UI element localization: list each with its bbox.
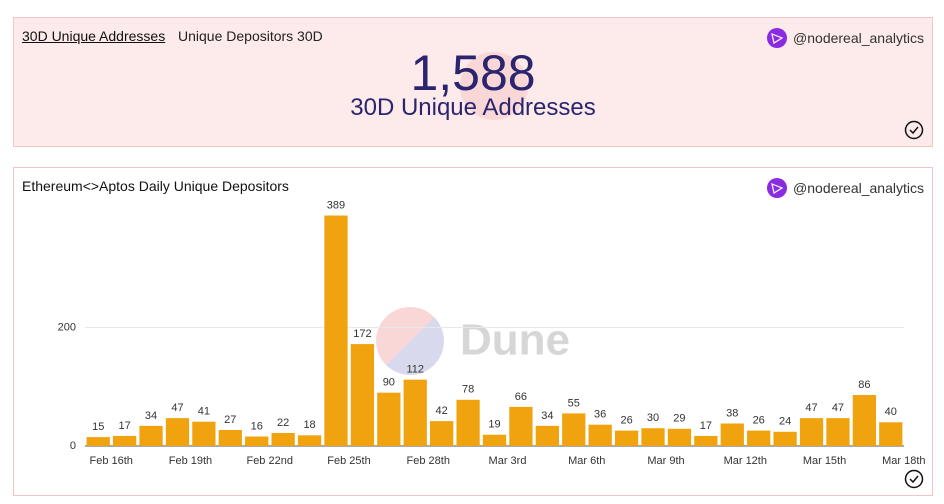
bar xyxy=(377,392,401,446)
x-tick-label: Mar 6th xyxy=(568,455,605,467)
author-name: @nodereal_analytics xyxy=(793,180,924,196)
bar xyxy=(614,430,639,446)
data-label: 40 xyxy=(885,406,897,418)
author-name: @nodereal_analytics xyxy=(793,30,924,46)
bar xyxy=(588,424,612,446)
data-label: 42 xyxy=(436,405,448,417)
bar xyxy=(86,437,110,446)
bar xyxy=(562,413,586,446)
bar xyxy=(139,425,163,446)
bar xyxy=(297,435,322,446)
bar xyxy=(324,215,348,446)
bar xyxy=(218,430,242,446)
author[interactable]: @nodereal_analytics xyxy=(767,28,924,48)
bar xyxy=(535,425,559,446)
x-tick-label: Feb 28th xyxy=(407,455,450,467)
data-label: 26 xyxy=(753,415,765,427)
data-label: 41 xyxy=(198,406,210,418)
y-tick-label: 200 xyxy=(58,321,76,333)
data-label: 26 xyxy=(620,415,632,427)
bar xyxy=(747,430,771,446)
data-label: 86 xyxy=(858,379,870,391)
data-label: 389 xyxy=(327,199,345,211)
data-label: 66 xyxy=(515,391,527,403)
x-tick-label: Mar 15th xyxy=(803,455,846,467)
bar xyxy=(165,418,190,446)
bar xyxy=(192,421,216,446)
bar xyxy=(482,434,507,446)
data-label: 15 xyxy=(92,421,104,433)
avatar xyxy=(767,28,788,48)
bar xyxy=(694,435,718,446)
data-label: 47 xyxy=(832,402,844,414)
data-label: 172 xyxy=(353,328,371,340)
check-icon xyxy=(904,120,924,140)
data-label: 36 xyxy=(594,409,606,421)
tab[interactable]: 30D Unique Addresses xyxy=(22,28,166,44)
bar xyxy=(456,399,480,446)
counter-value: 1,588 xyxy=(410,45,536,101)
x-tick-label: Mar 9th xyxy=(647,455,684,467)
data-label: 38 xyxy=(726,407,738,419)
avatar xyxy=(767,178,788,198)
watermark: Dune xyxy=(460,316,570,365)
data-label: 17 xyxy=(119,420,131,432)
data-label: 29 xyxy=(673,413,685,425)
x-tick-label: Feb 22nd xyxy=(246,455,292,467)
chart-panel: Ethereum<>Aptos Daily Unique Depositors … xyxy=(13,167,933,496)
counter-panel: 30D Unique Addresses Unique Depositors 3… xyxy=(13,17,933,147)
author[interactable]: @nodereal_analytics xyxy=(767,178,924,198)
bar xyxy=(879,422,903,446)
bar xyxy=(245,436,269,446)
data-label: 16 xyxy=(251,420,263,432)
check-icon xyxy=(904,469,924,489)
watermark-logo xyxy=(460,52,528,120)
data-label: 18 xyxy=(303,419,315,431)
bar xyxy=(403,379,427,446)
bar xyxy=(509,406,533,446)
data-label: 47 xyxy=(171,402,183,414)
bar xyxy=(271,432,295,446)
chart-title: Ethereum<>Aptos Daily Unique Depositors xyxy=(22,178,289,194)
data-label: 112 xyxy=(406,364,424,376)
bar xyxy=(799,418,824,446)
x-tick-label: Mar 18th xyxy=(882,455,925,467)
chart: Dune 0 200 Feb 16th 15 17 34 Feb 19th 47 41 27 Feb… xyxy=(58,199,926,467)
bar xyxy=(113,435,137,446)
bar xyxy=(350,344,375,446)
data-label: 22 xyxy=(277,417,289,429)
x-tick-label: Feb 19th xyxy=(169,455,212,467)
tab[interactable]: Unique Depositors 30D xyxy=(178,28,323,44)
data-label: 55 xyxy=(568,397,580,409)
bar xyxy=(720,423,744,446)
x-tick-label: Feb 16th xyxy=(89,455,132,467)
bar xyxy=(667,428,692,446)
bar xyxy=(773,431,797,446)
data-label: 34 xyxy=(145,410,157,422)
counter-label: 30D Unique Addresses xyxy=(350,94,596,121)
data-label: 24 xyxy=(779,416,791,428)
data-label: 47 xyxy=(805,402,817,414)
data-label: 90 xyxy=(383,377,395,389)
x-tick-label: Mar 3rd xyxy=(489,455,527,467)
bar xyxy=(641,428,665,446)
data-label: 30 xyxy=(647,412,659,424)
watermark-logo xyxy=(376,307,444,375)
x-tick-label: Feb 25th xyxy=(327,455,370,467)
bar xyxy=(826,418,850,446)
data-label: 34 xyxy=(541,410,553,422)
data-label: 27 xyxy=(224,414,236,426)
y-tick-label: 0 xyxy=(70,440,76,452)
data-label: 17 xyxy=(700,420,712,432)
bar xyxy=(430,421,454,446)
data-label: 19 xyxy=(488,419,500,431)
bar xyxy=(852,395,876,446)
x-tick-label: Mar 12th xyxy=(724,455,767,467)
data-label: 78 xyxy=(462,384,474,396)
